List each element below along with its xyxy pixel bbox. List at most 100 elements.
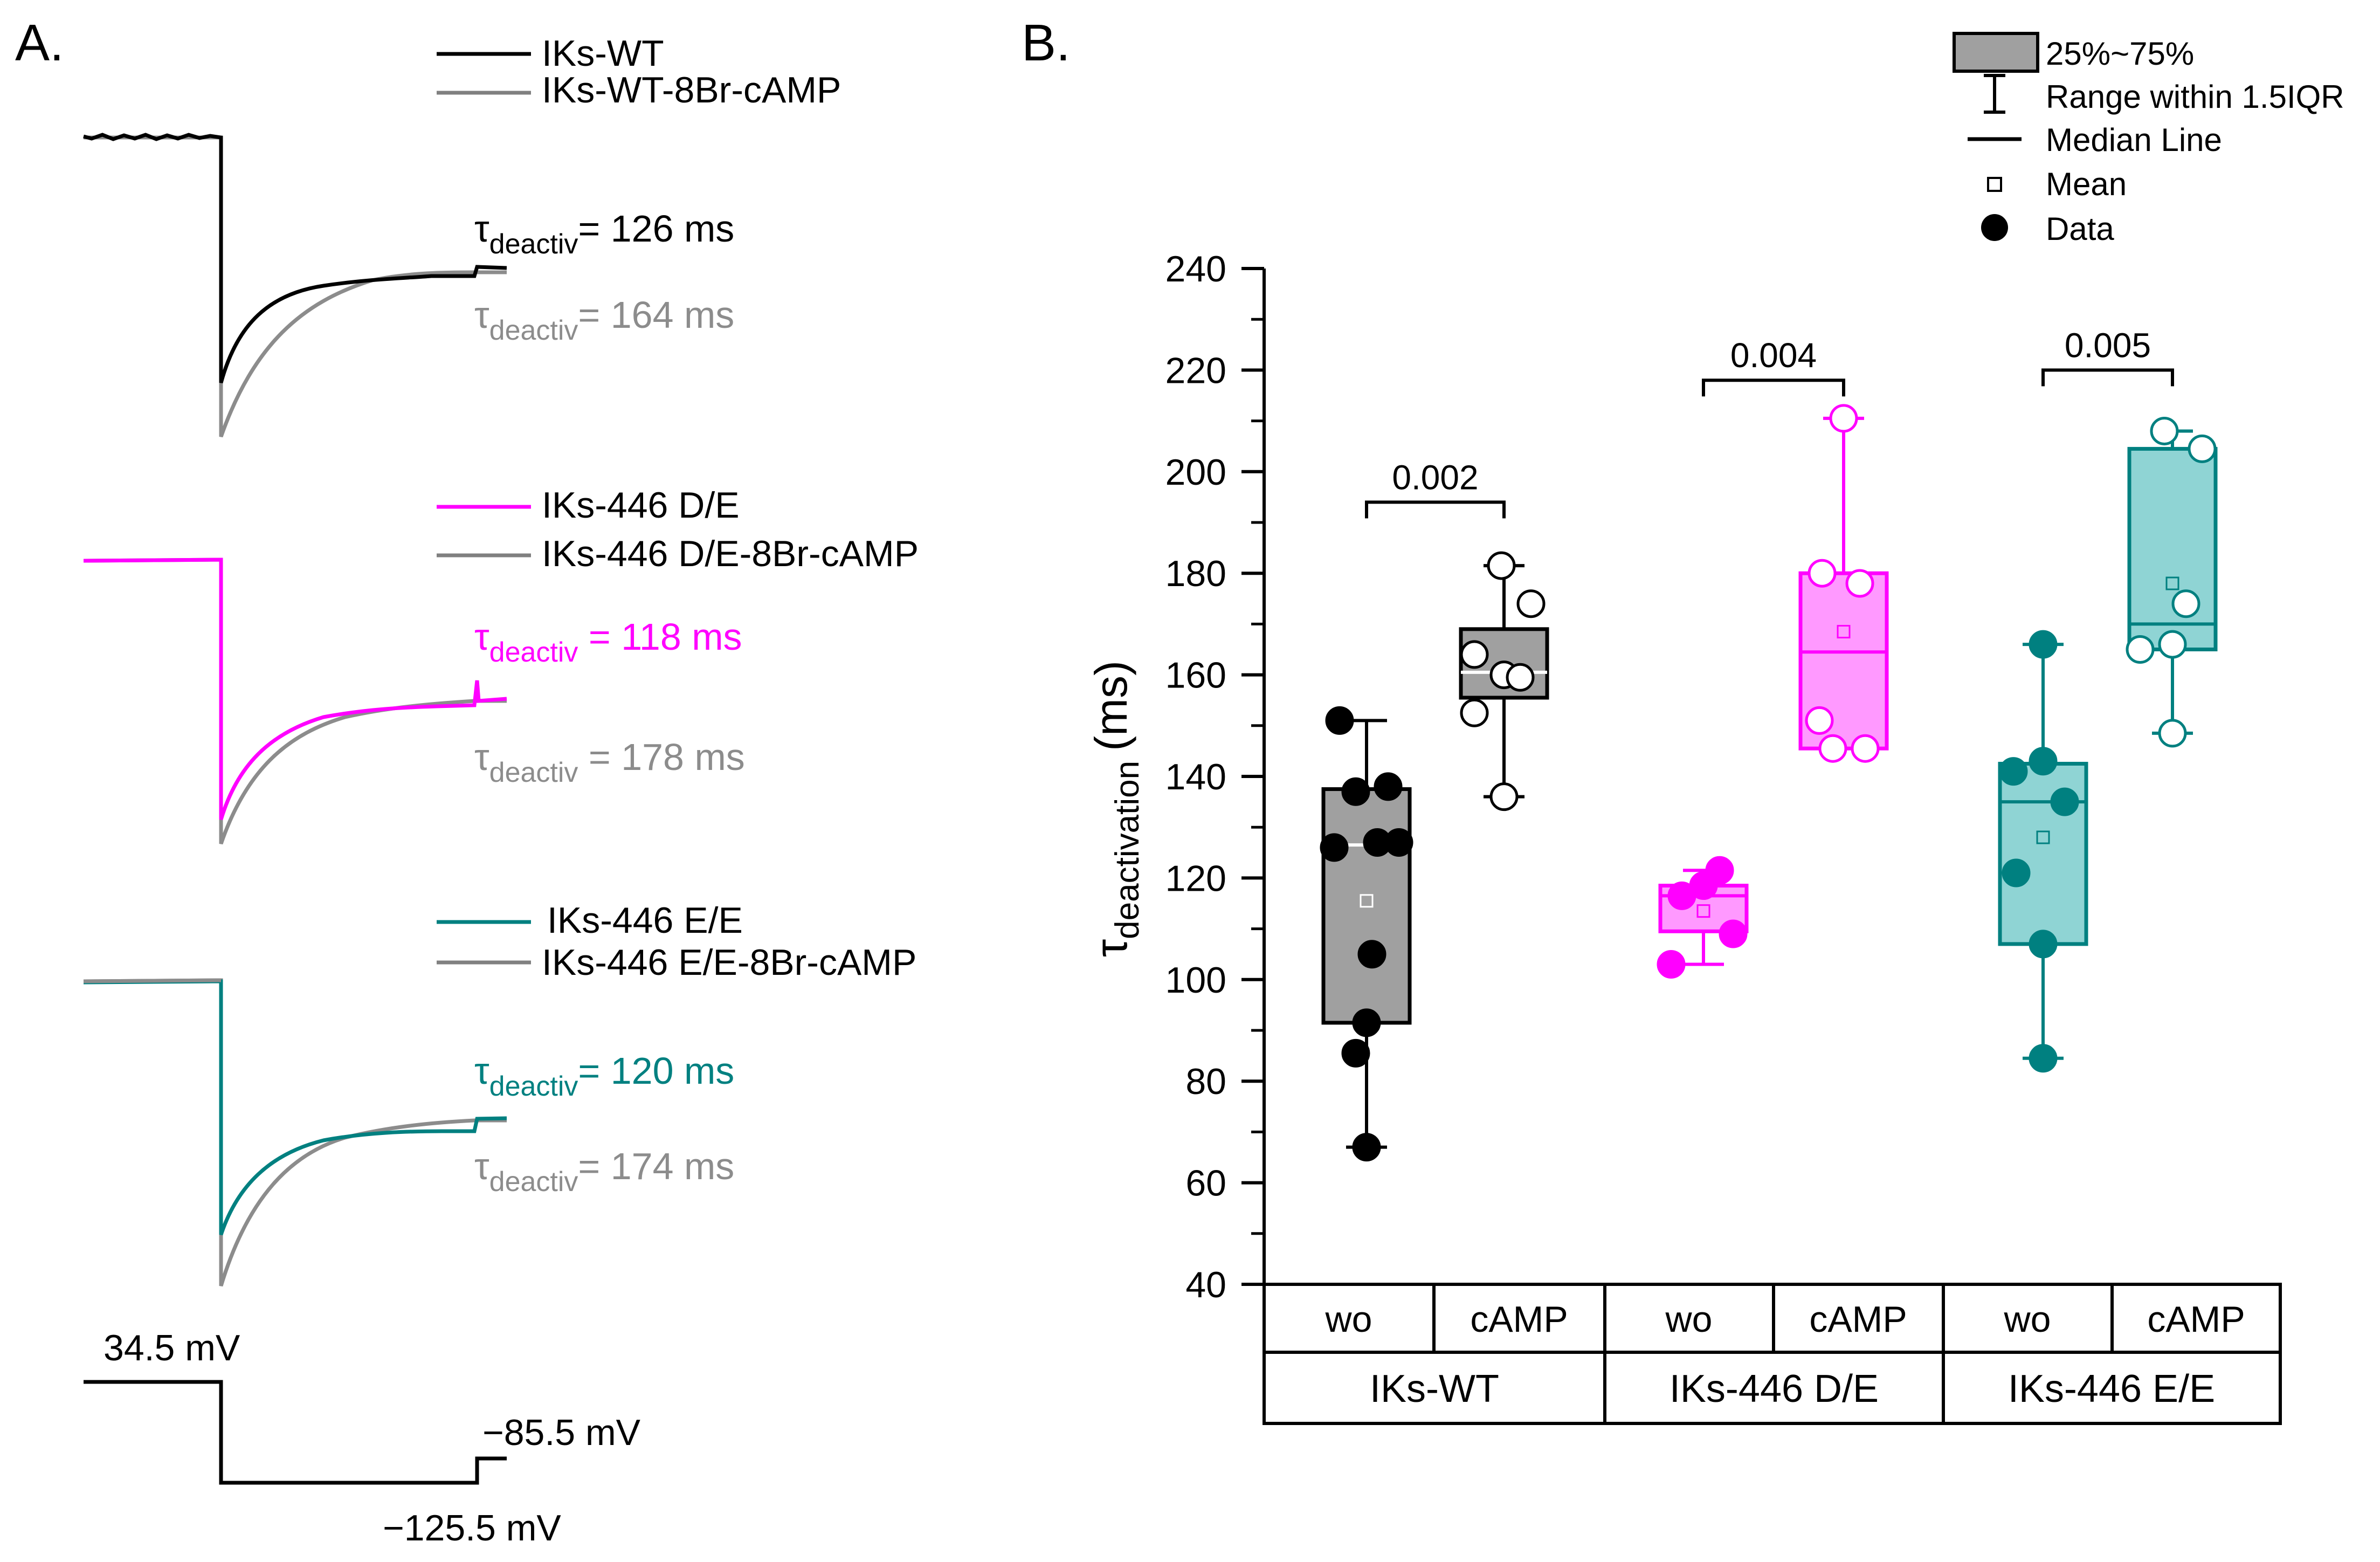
- box-iks-446-e-e-wo: [1998, 630, 2088, 1073]
- legend-label-de: IKs-446 D/E: [542, 485, 740, 526]
- legend-data-label: Data: [2046, 211, 2114, 247]
- legend-mean-label: Mean: [2046, 166, 2127, 202]
- category-label: wo: [1325, 1299, 1372, 1340]
- data-point: [1999, 757, 2028, 786]
- box-iks-wt-wo: [1280, 706, 1420, 1162]
- category-label: wo: [1665, 1299, 1713, 1340]
- legend-box-label: 25%~75%: [2046, 36, 2194, 72]
- significance-bracket: 0.004: [1702, 336, 1845, 397]
- tau-de: τdeactiv = 118 ms: [474, 616, 742, 668]
- category-label: cAMP: [1470, 1299, 1568, 1340]
- data-point: [2029, 930, 2058, 959]
- data-point: [2029, 1044, 2058, 1073]
- mean-marker: [1696, 904, 1710, 918]
- trace-group-ee: IKs-446 E/E IKs-446 E/E-8Br-cAMP τdeacti…: [83, 900, 916, 1287]
- data-point: [2158, 630, 2187, 659]
- plot-marks: 0.002 0.004 0.005: [1280, 326, 2218, 1162]
- y-tick-label: 120: [1165, 858, 1226, 899]
- data-point: [2050, 787, 2079, 816]
- data-point: [1829, 404, 1858, 433]
- data-point: [1352, 1008, 1381, 1037]
- data-point: [2171, 589, 2200, 618]
- protocol-step-label: −125.5 mV: [383, 1508, 561, 1549]
- y-tick-label: 40: [1185, 1264, 1226, 1305]
- panel-b-label: B.: [1022, 14, 1071, 72]
- tau-wt-camp: τdeactiv= 164 ms: [474, 294, 734, 346]
- tau-wt: τdeactiv= 126 ms: [474, 208, 734, 260]
- data-point: [1357, 940, 1386, 969]
- data-point: [2002, 858, 2031, 887]
- group-label: IKs-446 E/E: [2008, 1367, 2215, 1410]
- bracket-line: [1702, 379, 1845, 397]
- panel-a: A. IKs-WT IKs-WT-8Br-cAMP τdeactiv= 126 …: [15, 14, 919, 1549]
- legend-range-swatch: [1984, 74, 2005, 114]
- mean-marker: [1360, 894, 1374, 908]
- legend-label-de-camp: IKs-446 D/E-8Br-cAMP: [542, 533, 919, 574]
- legend-mean-swatch: [1987, 177, 2002, 192]
- legend-box-swatch: [1953, 32, 2039, 73]
- group-label: IKs-WT: [1370, 1367, 1499, 1410]
- trace-de-camp: [83, 558, 507, 845]
- bracket-line: [1365, 500, 1506, 519]
- group-label: IKs-446 D/E: [1670, 1367, 1879, 1410]
- protocol-trace: [84, 1380, 507, 1485]
- significance-bracket: 0.002: [1365, 458, 1506, 519]
- data-point: [1352, 1133, 1381, 1162]
- data-point: [1667, 881, 1696, 910]
- legend-label-wt: IKs-WT: [542, 33, 664, 74]
- data-point: [1460, 640, 1489, 669]
- category-label: cAMP: [1809, 1299, 1907, 1340]
- data-point: [2188, 434, 2217, 463]
- trace-wt: [83, 133, 507, 383]
- category-label: cAMP: [2147, 1299, 2245, 1340]
- data-point: [1320, 833, 1349, 862]
- y-tick-label: 200: [1165, 452, 1226, 493]
- data-point: [1489, 782, 1519, 811]
- chart-legend: 25%~75% Range within 1.5IQR Median Line …: [1953, 32, 2344, 247]
- y-axis-label: τdeactivation(ms): [1086, 660, 1146, 957]
- y-axis: 40 60 80 100 120 140 160 180 200 220 240: [1165, 249, 1266, 1305]
- box-iks-446-e-e-camp: [2126, 416, 2218, 748]
- data-point: [1341, 1038, 1370, 1068]
- mean-marker: [2036, 830, 2050, 844]
- voltage-protocol: 34.5 mV −85.5 mV −125.5 mV: [84, 1327, 641, 1549]
- data-point: [1851, 734, 1880, 763]
- panel-b: B. 25%~75% Range within 1.5IQR Median Li…: [1022, 14, 2344, 1425]
- legend-label-ee-camp: IKs-446 E/E-8Br-cAMP: [542, 942, 916, 983]
- data-point: [2029, 747, 2058, 776]
- legend-label-wt-camp: IKs-WT-8Br-cAMP: [542, 70, 841, 111]
- category-table: wo cAMP wo cAMP wo cAMP IKs-WT IKs-446 D…: [1263, 1283, 2282, 1425]
- protocol-hold-label: 34.5 mV: [104, 1327, 240, 1368]
- y-tick-label: 100: [1165, 960, 1226, 1001]
- data-point: [1363, 828, 1392, 857]
- tau-ee: τdeactiv= 120 ms: [474, 1050, 734, 1102]
- mean-marker: [2165, 576, 2179, 590]
- data-point: [2126, 635, 2155, 664]
- trace-ee: [83, 979, 507, 1236]
- protocol-return-label: −85.5 mV: [482, 1412, 641, 1453]
- p-value-label: 0.005: [2065, 326, 2151, 364]
- legend-range-label: Range within 1.5IQR: [2046, 79, 2344, 115]
- tau-de-camp: τdeactiv = 178 ms: [474, 736, 745, 788]
- legend-data-swatch: [1981, 214, 2008, 241]
- data-point: [1374, 772, 1403, 801]
- significance-bracket: 0.005: [2041, 326, 2174, 387]
- data-point: [2150, 416, 2179, 445]
- bracket-line: [2041, 368, 2174, 387]
- data-point: [1657, 950, 1686, 979]
- data-point: [1460, 698, 1489, 727]
- panel-a-label: A.: [15, 14, 64, 72]
- legend-median-label: Median Line: [2046, 122, 2222, 158]
- data-point: [1845, 569, 1874, 598]
- y-tick-label: 180: [1165, 553, 1226, 594]
- y-tick-label: 220: [1165, 350, 1226, 391]
- data-point: [1506, 663, 1535, 692]
- data-point: [1719, 919, 1748, 948]
- box-body: [2127, 446, 2218, 651]
- tau-ee-camp: τdeactiv= 174 ms: [474, 1145, 734, 1198]
- box-iks-446-d-e-camp: [1798, 404, 1889, 763]
- data-point: [1808, 559, 1837, 588]
- data-point: [1805, 706, 1834, 735]
- mean-marker: [1837, 625, 1851, 639]
